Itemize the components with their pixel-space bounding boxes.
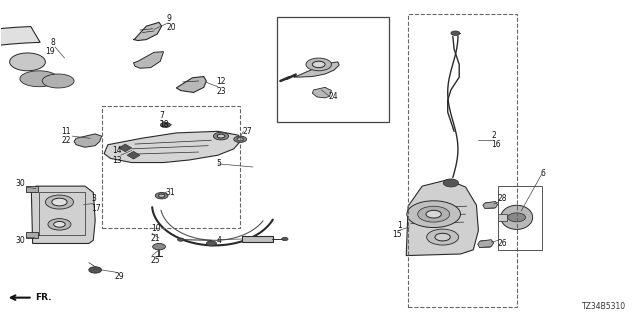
Circle shape: [54, 221, 65, 227]
Polygon shape: [31, 186, 95, 244]
Text: TZ34B5310: TZ34B5310: [582, 302, 627, 311]
Circle shape: [435, 233, 451, 241]
Circle shape: [282, 237, 288, 241]
Text: 1: 1: [397, 221, 402, 230]
Polygon shape: [26, 186, 38, 193]
Polygon shape: [26, 232, 38, 238]
Text: 23: 23: [216, 87, 226, 96]
Text: FR.: FR.: [35, 293, 52, 302]
Text: 16: 16: [491, 140, 500, 149]
Circle shape: [237, 138, 243, 141]
Polygon shape: [406, 180, 478, 256]
Polygon shape: [42, 74, 74, 88]
Polygon shape: [500, 205, 532, 229]
Text: 21: 21: [151, 234, 160, 243]
Text: 18: 18: [159, 120, 168, 130]
Text: 29: 29: [115, 272, 124, 281]
Polygon shape: [104, 131, 240, 163]
Circle shape: [52, 198, 67, 206]
Text: 30: 30: [15, 236, 25, 245]
Polygon shape: [176, 76, 206, 92]
Text: 14: 14: [113, 146, 122, 155]
Circle shape: [426, 210, 442, 218]
Polygon shape: [483, 201, 497, 208]
Text: 22: 22: [61, 136, 71, 145]
Circle shape: [156, 193, 168, 199]
Text: 7: 7: [159, 111, 164, 120]
Polygon shape: [497, 213, 507, 221]
Text: 26: 26: [497, 239, 507, 248]
Bar: [408, 14, 516, 307]
Text: 30: 30: [15, 180, 25, 188]
Circle shape: [508, 213, 525, 222]
Circle shape: [153, 244, 166, 250]
Polygon shape: [20, 71, 58, 87]
Text: 15: 15: [392, 230, 402, 239]
Circle shape: [89, 267, 102, 273]
Text: 17: 17: [92, 204, 101, 213]
Circle shape: [177, 238, 184, 241]
Text: 8: 8: [50, 38, 55, 47]
Polygon shape: [119, 144, 132, 152]
Polygon shape: [74, 134, 102, 147]
Text: 25: 25: [151, 256, 161, 265]
Polygon shape: [0, 27, 40, 64]
Text: 24: 24: [328, 92, 338, 101]
Circle shape: [45, 195, 74, 209]
Text: 5: 5: [216, 159, 221, 168]
Circle shape: [306, 58, 332, 71]
Text: 12: 12: [216, 77, 226, 86]
Circle shape: [48, 219, 71, 230]
Text: 4: 4: [216, 236, 221, 245]
Text: 3: 3: [92, 194, 96, 204]
Text: 10: 10: [151, 224, 161, 233]
Polygon shape: [127, 151, 140, 159]
Bar: [242, 236, 273, 242]
Circle shape: [418, 206, 450, 222]
Circle shape: [427, 229, 459, 245]
Text: 2: 2: [491, 131, 496, 140]
Bar: [276, 17, 389, 123]
Polygon shape: [312, 87, 332, 98]
Text: 28: 28: [497, 194, 507, 204]
Circle shape: [217, 134, 225, 138]
Circle shape: [206, 241, 216, 246]
Polygon shape: [477, 240, 493, 248]
Text: 19: 19: [45, 47, 55, 56]
Bar: [102, 107, 240, 228]
Text: 20: 20: [167, 23, 177, 32]
Circle shape: [159, 194, 165, 197]
Text: 31: 31: [166, 188, 175, 197]
Circle shape: [213, 132, 228, 140]
Polygon shape: [293, 62, 339, 77]
Polygon shape: [10, 53, 45, 71]
Polygon shape: [444, 179, 459, 187]
Text: 27: 27: [242, 127, 252, 136]
Polygon shape: [134, 52, 164, 68]
Circle shape: [312, 61, 325, 68]
Circle shape: [161, 123, 171, 127]
Circle shape: [407, 201, 461, 228]
Text: 11: 11: [61, 127, 71, 136]
Text: 9: 9: [167, 14, 172, 23]
Circle shape: [451, 31, 460, 36]
Text: 13: 13: [113, 156, 122, 164]
Text: 6: 6: [540, 169, 545, 178]
Bar: [497, 186, 542, 250]
Polygon shape: [134, 22, 162, 41]
Circle shape: [234, 136, 246, 142]
